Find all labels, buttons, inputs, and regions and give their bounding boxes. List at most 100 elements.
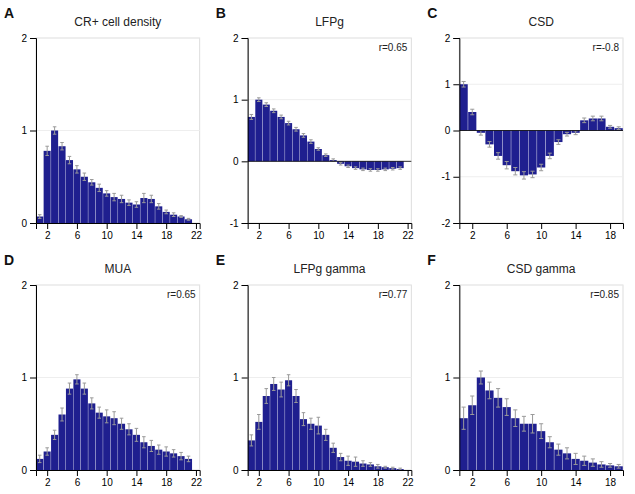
bar: [528, 131, 536, 175]
tick: 14: [131, 223, 143, 241]
tick: 6: [286, 470, 292, 488]
error-bar-cap: [479, 383, 483, 384]
tick: 1: [445, 372, 460, 383]
error-bar-stem: [99, 184, 100, 191]
axis-line: [460, 471, 624, 477]
error-bar-stem: [318, 417, 319, 434]
tick-label: 10: [536, 230, 548, 241]
error-bar: [38, 215, 42, 219]
tick: 2: [233, 33, 248, 44]
error-bar: [361, 168, 365, 170]
error-bar: [574, 131, 578, 135]
error-bar-cap: [68, 394, 72, 395]
error-bar-cap: [398, 468, 402, 469]
error-bar-stem: [121, 418, 122, 429]
error-bar-cap: [565, 136, 569, 137]
error-bar-cap: [142, 447, 146, 448]
grid-line: [36, 377, 200, 378]
tick-mark: [196, 470, 197, 476]
marks: [248, 375, 404, 470]
tick-mark: [472, 223, 473, 229]
error-bar: [522, 172, 526, 179]
error-bar-cap: [272, 377, 276, 378]
error-bar: [608, 125, 612, 128]
bar: [389, 161, 396, 168]
bar: [468, 112, 476, 131]
panel-label: A: [4, 5, 14, 21]
error-bar: [60, 143, 64, 150]
title: MUA: [104, 262, 131, 276]
grid-line: [248, 161, 412, 162]
bar: [51, 131, 58, 224]
error-bar-stem: [136, 428, 137, 441]
error-bar: [53, 127, 57, 134]
error-bar-cap: [582, 465, 586, 466]
error-bar: [264, 103, 268, 107]
bar: [382, 161, 389, 169]
error-bar-stem: [173, 213, 174, 217]
error-bar: [548, 153, 552, 159]
error-bar-cap: [179, 217, 183, 218]
error-bar-cap: [376, 168, 380, 169]
error-bar-cap: [90, 185, 94, 186]
tick: 0: [233, 156, 248, 167]
error-bar-stem: [258, 415, 259, 430]
tick-mark: [30, 131, 36, 132]
error-bar: [617, 127, 621, 130]
tick-mark: [166, 470, 167, 476]
axis-line: [37, 471, 201, 477]
error-bar-cap: [60, 408, 64, 409]
error-bar-cap: [548, 158, 552, 159]
error-bar-cap: [582, 118, 586, 119]
grid: [459, 285, 623, 470]
error-bar-cap: [38, 455, 42, 456]
error-bar: [142, 437, 146, 448]
marks: [248, 98, 404, 171]
tick-mark: [453, 84, 459, 85]
error-bar-cap: [496, 152, 500, 153]
bar: [537, 131, 545, 168]
error-bar-stem: [288, 375, 289, 386]
bar: [389, 468, 396, 470]
tick-label: 14: [131, 477, 143, 488]
bar: [73, 169, 80, 223]
tick: 10: [102, 223, 114, 241]
error-bar-stem: [506, 399, 507, 416]
x-axis: 26101418: [460, 470, 624, 488]
error-bar-cap: [45, 146, 49, 147]
grid: [248, 38, 412, 223]
bar: [163, 212, 170, 223]
bar: [397, 161, 404, 168]
error-bar-cap: [112, 424, 116, 425]
tick-label: 10: [102, 477, 114, 488]
bar: [315, 149, 322, 161]
bar: [125, 203, 132, 223]
error-bar-cap: [522, 416, 526, 417]
axis-line: [248, 471, 412, 477]
annotation: r=0.65: [167, 289, 196, 300]
error-bar-cap: [398, 166, 402, 167]
error-bar: [398, 167, 402, 169]
error-bar: [599, 116, 603, 121]
error-bar: [565, 132, 569, 136]
tick-mark: [30, 38, 36, 39]
error-bar-cap: [257, 97, 261, 98]
error-bar-cap: [505, 161, 509, 162]
error-bar-cap: [599, 461, 603, 462]
error-bar-cap: [531, 433, 535, 434]
x-axis: 2610141822: [248, 470, 414, 488]
error-bar-cap: [339, 460, 343, 461]
error-bar-cap: [556, 144, 560, 145]
error-bar: [294, 390, 298, 403]
error-bar-cap: [187, 220, 191, 221]
plot-frame: [36, 285, 200, 470]
error-bar-cap: [302, 425, 306, 426]
tick: 22: [403, 223, 415, 241]
error-bar: [179, 452, 183, 459]
error-bar-cap: [279, 118, 283, 119]
error-bar-stem: [472, 396, 473, 415]
error-bar-cap: [398, 470, 402, 471]
error-bar-stem: [47, 448, 48, 455]
plot-frame: [459, 38, 623, 223]
error-bar: [53, 430, 57, 439]
